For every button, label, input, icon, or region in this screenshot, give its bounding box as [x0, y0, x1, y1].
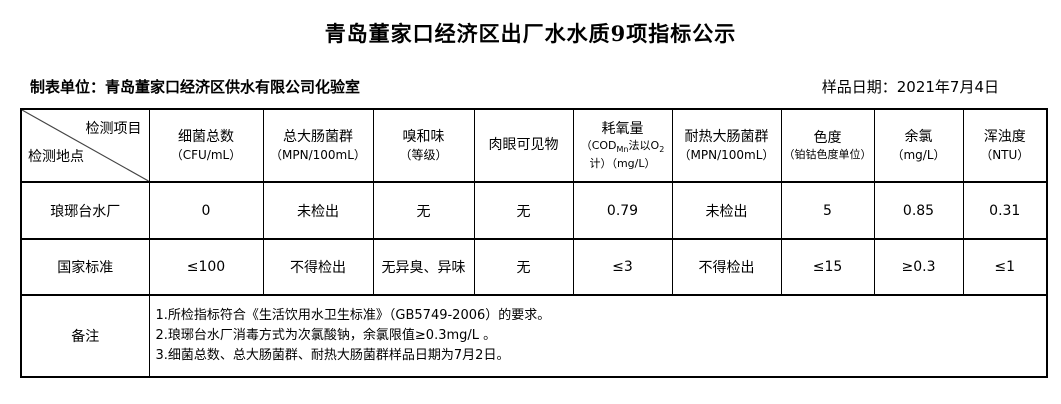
- column-header-odor-taste: 嗅和味 （等级）: [372, 108, 475, 183]
- column-title: 浑浊度: [983, 128, 1026, 145]
- column-header-residual-chlorine: 余氯 （mg/L）: [873, 108, 964, 183]
- column-title: 耐热大肠菌群: [684, 128, 769, 145]
- sample-date-label: 样品日期：2021年7月4日: [821, 78, 999, 96]
- column-unit: （MPN/100mL）: [678, 147, 775, 162]
- table-row-national-standard: 国家标准 ≤100 不得检出 无异臭、异味 无 ≤3 不得检出 ≤15 ≥0.3…: [20, 238, 1048, 296]
- header-row: 检测项目 检测地点 细菌总数 （CFU/mL） 总大肠菌群 （MPN/100mL…: [20, 108, 1048, 183]
- data-cell: 不得检出: [262, 238, 374, 296]
- diagonal-divider: [22, 111, 148, 180]
- data-cell: 0.31: [962, 181, 1048, 240]
- table-row-langyatai: 琅琊台水厂 0 未检出 无 无 0.79 未检出 5 0.85 0.31: [20, 181, 1048, 240]
- remarks-label: 备注: [20, 294, 150, 378]
- column-title: 嗅和味: [402, 128, 445, 145]
- data-cell: 0: [148, 181, 264, 240]
- row-label: 国家标准: [20, 238, 150, 296]
- column-unit: （mg/L）: [891, 147, 946, 162]
- column-header-total-coliform: 总大肠菌群 （MPN/100mL）: [262, 108, 374, 183]
- column-title: 色度: [813, 130, 842, 146]
- column-header-turbidity: 浑浊度 （NTU）: [962, 108, 1048, 183]
- data-cell: 不得检出: [671, 238, 782, 296]
- data-cell: ≤15: [780, 238, 875, 296]
- data-cell: 无: [473, 181, 574, 240]
- remarks-row: 备注 1.所检指标符合《生活饮用水卫生标准》（GB5749-2006）的要求。 …: [20, 294, 1048, 378]
- column-title: 肉眼可见物: [488, 137, 559, 153]
- data-cell: 0.79: [572, 181, 673, 240]
- corner-label-location: 检测地点: [28, 149, 84, 165]
- remark-line-1: 1.所检指标符合《生活饮用水卫生标准》（GB5749-2006）的要求。: [155, 308, 551, 323]
- issuer-label: 制表单位：青岛董家口经济区供水有限公司化验室: [30, 78, 361, 96]
- column-header-bacteria-count: 细菌总数 （CFU/mL）: [148, 108, 264, 183]
- column-unit: （等级）: [399, 147, 448, 162]
- corner-cell: 检测项目 检测地点: [20, 108, 150, 183]
- corner-label-items: 检测项目: [85, 121, 142, 137]
- data-cell: 未检出: [671, 181, 782, 240]
- column-unit: （CODMn法以O2计）（mg/L）: [580, 138, 665, 171]
- data-cell: 0.85: [873, 181, 964, 240]
- remarks-content: 1.所检指标符合《生活饮用水卫生标准》（GB5749-2006）的要求。 2.琅…: [148, 294, 1048, 378]
- meta-row: 制表单位：青岛董家口经济区供水有限公司化验室 样品日期：2021年7月4日: [30, 76, 999, 97]
- data-cell: 未检出: [262, 181, 374, 240]
- column-title: 余氯: [904, 128, 933, 145]
- column-title: 总大肠菌群: [283, 128, 353, 145]
- remark-line-3: 3.细菌总数、总大肠菌群、耐热大肠菌群样品日期为7月2日。: [155, 348, 510, 363]
- remark-line-2: 2.琅琊台水厂消毒方式为次氯酸钠，余氯限值≥0.3mg/L 。: [155, 328, 497, 343]
- column-header-thermotolerant-coliform: 耐热大肠菌群 （MPN/100mL）: [671, 108, 782, 183]
- data-cell: 无: [372, 181, 475, 240]
- data-cell: 5: [780, 181, 875, 240]
- column-header-oxygen-consumption: 耗氧量 （CODMn法以O2计）（mg/L）: [572, 108, 673, 183]
- data-cell: ≤1: [962, 238, 1048, 296]
- water-quality-table: 检测项目 检测地点 细菌总数 （CFU/mL） 总大肠菌群 （MPN/100mL…: [20, 108, 1048, 378]
- column-title: 耗氧量: [601, 120, 644, 137]
- column-unit: （NTU）: [980, 147, 1030, 162]
- data-cell: ≥0.3: [873, 238, 964, 296]
- column-unit: （MPN/100mL）: [270, 147, 366, 162]
- column-header-visible-matter: 肉眼可见物: [473, 108, 574, 183]
- data-cell: 无: [473, 238, 574, 296]
- page-title: 青岛董家口经济区出厂水水质9项指标公示: [324, 21, 737, 46]
- row-label: 琅琊台水厂: [20, 181, 150, 240]
- column-unit: （铂钴色度单位）: [783, 148, 872, 161]
- data-cell: ≤100: [148, 238, 264, 296]
- column-header-chroma: 色度 （铂钴色度单位）: [780, 108, 875, 183]
- data-cell: 无异臭、异味: [372, 238, 475, 296]
- column-title: 细菌总数: [178, 128, 234, 145]
- data-cell: ≤3: [572, 238, 673, 296]
- column-unit: （CFU/mL）: [170, 147, 242, 162]
